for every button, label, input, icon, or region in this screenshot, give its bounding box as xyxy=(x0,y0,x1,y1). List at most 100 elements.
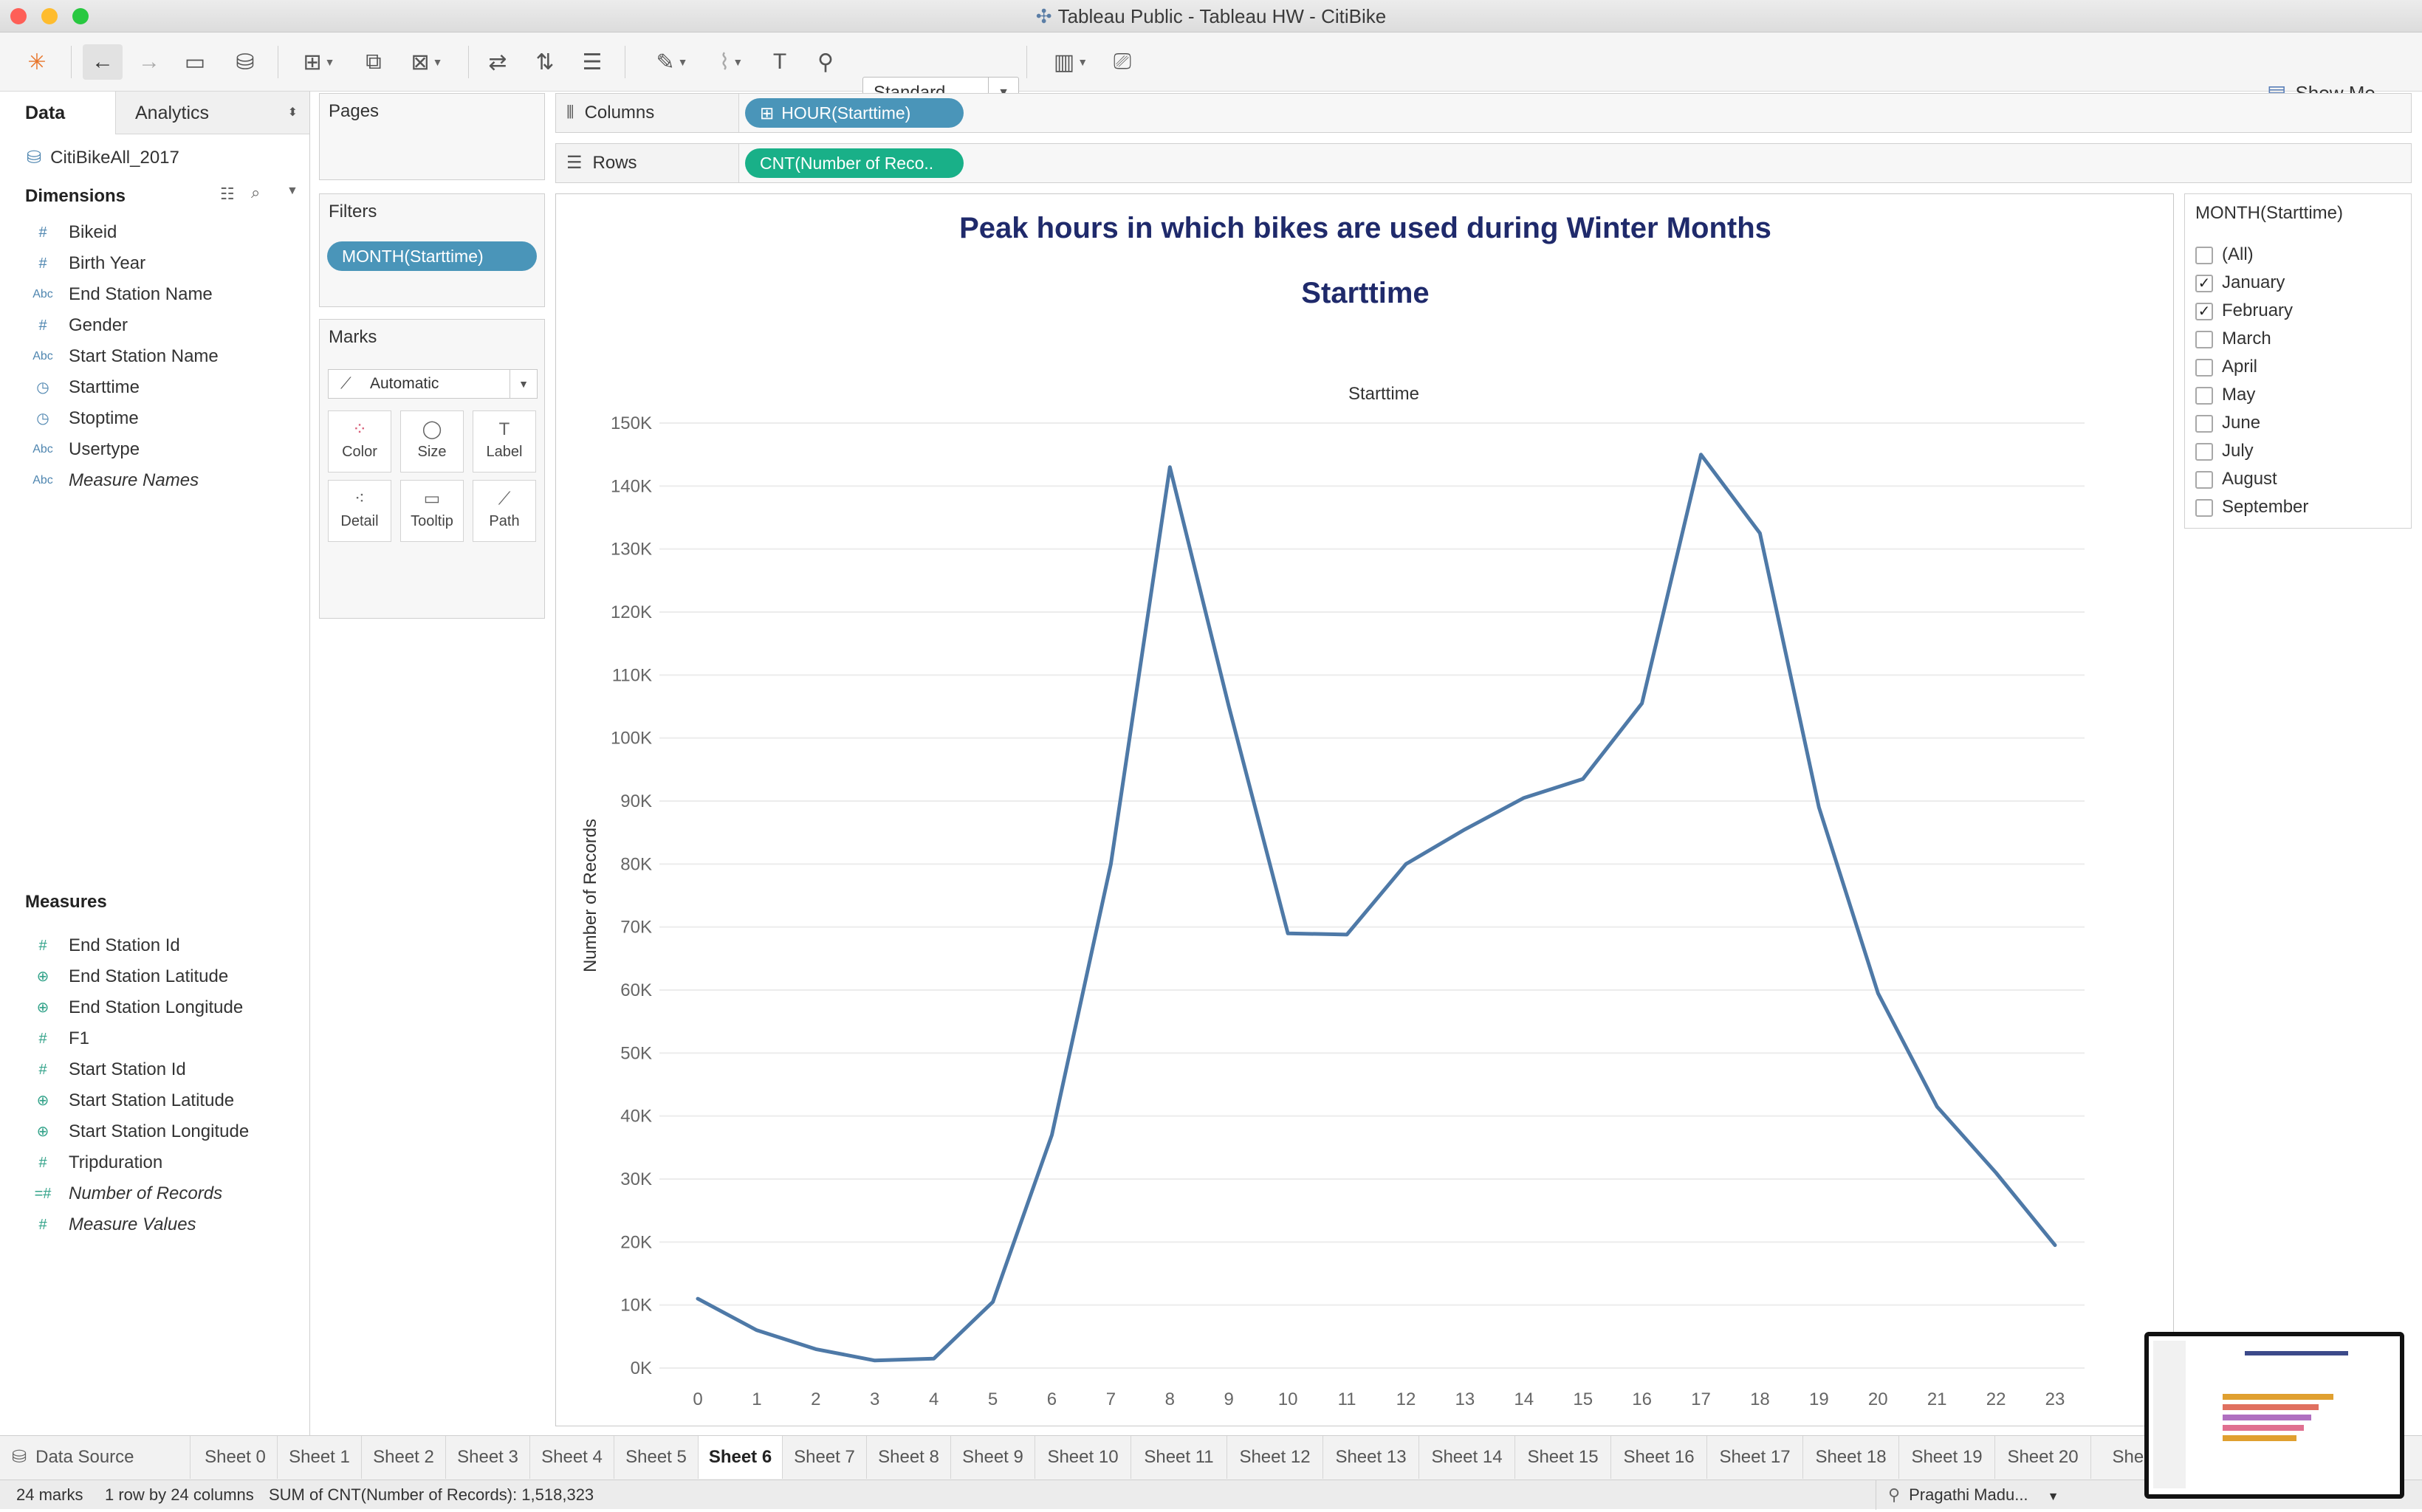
sheet-tab[interactable]: Sheet 0 xyxy=(193,1436,278,1479)
data-point[interactable] xyxy=(871,1356,879,1365)
measure-field[interactable]: # Tripduration xyxy=(0,1147,309,1178)
data-point[interactable] xyxy=(1402,859,1410,868)
filter-pill-month[interactable]: MONTH(Starttime) xyxy=(327,241,537,271)
sheet-tab[interactable]: Sheet 19 xyxy=(1899,1436,1995,1479)
dimension-field[interactable]: Abc Start Station Name xyxy=(0,341,309,372)
data-point[interactable] xyxy=(1638,699,1647,708)
minimize-window-button[interactable] xyxy=(41,8,58,24)
marks-tooltip-button[interactable]: ▭ Tooltip xyxy=(400,480,464,542)
group-members-icon[interactable]: ⌇ ▼ xyxy=(718,49,744,75)
sheet-tab[interactable]: Sheet 20 xyxy=(1995,1436,2091,1479)
undo-back-icon[interactable]: ← xyxy=(83,44,123,80)
data-point[interactable] xyxy=(693,1294,702,1303)
data-point[interactable] xyxy=(2051,1241,2059,1250)
close-window-button[interactable] xyxy=(10,8,27,24)
tableau-logo-icon[interactable]: ✳ xyxy=(27,49,47,75)
dimension-field[interactable]: ◷ Stoptime xyxy=(0,403,309,434)
measure-field[interactable]: ⊕ End Station Longitude xyxy=(0,992,309,1023)
sheet-tab[interactable]: Sheet 4 xyxy=(530,1436,614,1479)
duplicate-sheet-icon[interactable]: ⧉ xyxy=(366,49,382,74)
chevron-down-icon[interactable]: ▼ xyxy=(287,185,298,197)
sheet-tab[interactable]: Sheet 14 xyxy=(1419,1436,1515,1479)
sheet-tab[interactable]: Sheet 17 xyxy=(1707,1436,1803,1479)
data-point[interactable] xyxy=(1224,702,1233,711)
new-worksheet-icon[interactable]: ⊞ ▼ xyxy=(303,49,335,75)
sheet-tab[interactable]: Sheet 11 xyxy=(1131,1436,1227,1479)
sheet-tab[interactable]: Sheet 8 xyxy=(867,1436,951,1479)
search-icon[interactable]: ⌕ xyxy=(251,183,261,202)
filter-option[interactable]: ✓ January xyxy=(2195,269,2285,296)
sheet-tab[interactable]: Sheet 10 xyxy=(1035,1436,1131,1479)
checkbox-unchecked[interactable] xyxy=(2195,442,2213,461)
checkbox-unchecked[interactable] xyxy=(2195,330,2213,348)
dimension-field[interactable]: # Gender xyxy=(0,310,309,341)
dimension-field[interactable]: # Birth Year xyxy=(0,248,309,279)
data-source-tab[interactable]: ⛁ Data Source xyxy=(0,1436,191,1479)
series-line[interactable] xyxy=(696,453,2057,1363)
measure-field[interactable]: ⊕ Start Station Latitude xyxy=(0,1085,309,1116)
data-point[interactable] xyxy=(1047,1130,1056,1139)
data-point[interactable] xyxy=(1579,774,1588,783)
checkbox-unchecked[interactable] xyxy=(2195,246,2213,264)
sheet-tab[interactable]: Sheet 15 xyxy=(1515,1436,1611,1479)
data-point[interactable] xyxy=(1342,930,1351,939)
data-point[interactable] xyxy=(1520,794,1529,803)
tab-data[interactable]: Data xyxy=(0,92,115,134)
data-point[interactable] xyxy=(1283,929,1292,938)
checkbox-unchecked[interactable] xyxy=(2195,358,2213,377)
sheet-tab[interactable]: Sheet 12 xyxy=(1227,1436,1323,1479)
sheet-tab[interactable]: Sheet 1 xyxy=(278,1436,362,1479)
save-icon[interactable]: ▭ xyxy=(184,49,206,75)
rows-pill-count[interactable]: CNT(Number of Reco.. xyxy=(745,148,964,178)
data-point[interactable] xyxy=(1461,825,1469,834)
checkbox-checked[interactable]: ✓ xyxy=(2195,302,2213,320)
filter-option[interactable]: August xyxy=(2195,466,2277,492)
checkbox-unchecked[interactable] xyxy=(2195,498,2213,517)
data-point[interactable] xyxy=(812,1344,820,1353)
sort-ascending-icon[interactable]: ⇅ xyxy=(535,49,555,75)
checkbox-unchecked[interactable] xyxy=(2195,470,2213,489)
checkbox-unchecked[interactable] xyxy=(2195,414,2213,433)
sheet-tab[interactable]: Sheet 9 xyxy=(951,1436,1035,1479)
measure-field[interactable]: # Start Station Id xyxy=(0,1054,309,1085)
columns-shelf[interactable]: ⦀ Columns ⊞ HOUR(Starttime) xyxy=(555,93,2412,133)
sheet-tab[interactable]: Sheet 6 xyxy=(699,1436,783,1479)
new-data-source-icon[interactable]: ⛁ xyxy=(236,49,255,75)
sort-descending-icon[interactable]: ☰ xyxy=(582,49,603,75)
filter-option[interactable]: (All) xyxy=(2195,241,2254,268)
data-point[interactable] xyxy=(1932,1102,1941,1111)
dimension-field[interactable]: Abc End Station Name xyxy=(0,279,309,310)
data-point[interactable] xyxy=(930,1354,939,1363)
swap-rows-columns-icon[interactable]: ⇄ xyxy=(488,49,507,75)
checkbox-checked[interactable]: ✓ xyxy=(2195,274,2213,292)
measure-field[interactable]: # F1 xyxy=(0,1023,309,1054)
dimension-field[interactable]: Abc Measure Names xyxy=(0,465,309,496)
data-point[interactable] xyxy=(1165,463,1174,472)
data-point[interactable] xyxy=(1992,1168,2000,1177)
sheet-tab[interactable]: Sheet 13 xyxy=(1323,1436,1419,1479)
filter-option[interactable]: May xyxy=(2195,382,2255,408)
show-cards-icon[interactable]: ▥ ▼ xyxy=(1053,49,1088,75)
data-point[interactable] xyxy=(752,1326,761,1335)
highlight-icon[interactable]: ✎ ▼ xyxy=(656,49,688,75)
measure-field[interactable]: # Measure Values xyxy=(0,1209,309,1240)
marks-size-button[interactable]: ◯ Size xyxy=(400,410,464,472)
user-menu[interactable]: ⚲ Pragathi Madu... ▼ xyxy=(1876,1480,2059,1510)
pages-card[interactable]: Pages xyxy=(319,93,545,180)
measure-field[interactable]: ⊕ End Station Latitude xyxy=(0,961,309,992)
presentation-mode-icon[interactable]: ⎚ xyxy=(1114,49,1131,74)
fix-axes-pin-icon[interactable]: ⚲ xyxy=(817,49,834,75)
sheet-tab[interactable]: Sheet 7 xyxy=(783,1436,867,1479)
marks-color-button[interactable]: ⁘ Color xyxy=(328,410,391,472)
dimension-field[interactable]: ◷ Starttime xyxy=(0,372,309,403)
sheet-tab[interactable]: Sheet 18 xyxy=(1803,1436,1899,1479)
data-point[interactable] xyxy=(989,1297,998,1306)
sheet-tab[interactable]: Sheet 16 xyxy=(1611,1436,1707,1479)
marks-detail-button[interactable]: ⁖ Detail xyxy=(328,480,391,542)
filter-option[interactable]: June xyxy=(2195,410,2260,436)
dimension-field[interactable]: Abc Usertype xyxy=(0,434,309,465)
filter-option[interactable]: July xyxy=(2195,438,2254,464)
measure-field[interactable]: =# Number of Records xyxy=(0,1178,309,1209)
sheet-tab[interactable]: Sheet 2 xyxy=(362,1436,446,1479)
marks-label-button[interactable]: T Label xyxy=(473,410,536,472)
